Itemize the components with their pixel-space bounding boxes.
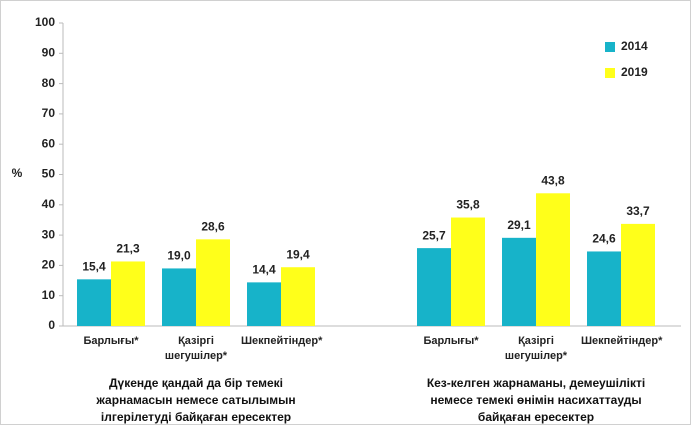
value-label: 21,3 [116,242,140,256]
value-label: 25,7 [422,228,446,242]
bar [162,268,196,326]
y-axis-label: % [12,166,23,180]
legend-label: 2014 [621,39,648,53]
y-tick-label: 80 [42,76,56,90]
y-tick-label: 20 [42,258,56,272]
x-tick-label: Шекпейтіндер* [581,335,663,347]
y-tick-label: 90 [42,45,56,59]
value-label: 14,4 [252,263,276,277]
group-label: Кез-келген жарнаманы, демеушілікті немес… [426,376,646,424]
y-tick-label: 70 [42,106,56,120]
bar [451,217,485,326]
bar [587,251,621,326]
x-tick-label: Барлығы* [423,335,479,347]
y-tick-label: 10 [42,288,56,302]
value-label: 24,6 [592,232,616,246]
y-tick-label: 0 [48,318,55,332]
value-label: 28,6 [201,220,225,234]
bar [621,223,655,326]
bar [536,193,570,326]
legend-swatch [605,68,615,78]
bar [417,248,451,326]
y-tick-label: 60 [42,136,56,150]
legend-swatch [605,42,615,52]
value-label: 29,1 [507,218,531,232]
y-tick-label: 30 [42,227,56,241]
value-label: 43,8 [541,173,565,187]
bar [281,267,315,326]
value-label: 35,8 [456,198,480,212]
bar [111,261,145,326]
x-tick-label: Қазіргі шегушілер* [504,335,568,362]
value-label: 15,4 [82,260,106,274]
value-label: 33,7 [626,204,650,218]
x-tick-label: Барлығы* [83,335,139,347]
bar [502,237,536,326]
value-label: 19,0 [167,249,191,263]
x-tick-label: Шекпейтіндер* [241,335,323,347]
bar [77,279,111,326]
value-label: 19,4 [286,247,310,261]
x-tick-label: Қазіргі шегушілер* [164,335,228,362]
y-tick-label: 50 [42,167,56,181]
group-label: Дүкенде қандай да бір темекі жарнамасын … [96,376,296,424]
y-tick-label: 40 [42,197,56,211]
legend-label: 2019 [621,65,648,79]
bar [196,239,230,326]
bar [247,282,281,326]
y-tick-label: 100 [35,15,55,29]
